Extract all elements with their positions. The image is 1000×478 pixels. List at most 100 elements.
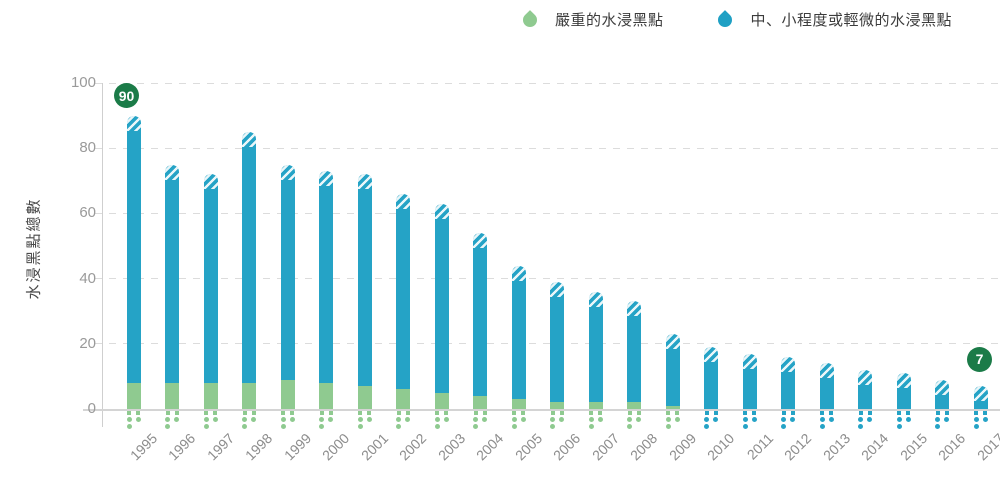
drip-dot-1998 [251,410,256,415]
drip-dot-1996 [165,410,170,415]
drip-dot-1999 [290,410,294,415]
bar-2006-severe [550,402,564,409]
drip-dot-1999 [289,416,295,422]
bar-2001-minor [357,174,372,387]
gridline-100 [95,82,1000,84]
drip-dot-2008 [636,416,641,422]
bar-2008-minor [627,301,641,403]
bar-1997-severe [203,382,218,409]
drip-dot-1996 [165,424,170,429]
bar-1997-minor [203,174,218,383]
drip-dot-2001 [357,424,363,429]
bar-2012-minor [781,356,795,409]
drip-dot-2009 [665,424,671,429]
drip-dot-2004 [482,410,487,415]
bar-2005-severe [511,399,526,409]
drip-dot-1995 [127,410,131,415]
drip-dot-2002 [405,410,410,415]
minor-droplet-icon [715,8,736,30]
drip-dot-2014 [858,424,863,429]
drip-dot-2009 [666,410,670,415]
drip-dot-2014 [858,416,863,422]
drip-dot-2005 [511,416,517,422]
drip-dot-2009 [665,416,671,422]
y-axis-title: 水浸黑點總數 [25,197,43,300]
y-tick-label-0: 0 [87,400,96,417]
drip-dot-1999 [280,424,286,429]
legend-label-severe: 嚴重的水浸黑點 [554,11,664,29]
y-tick-label-40: 40 [79,269,96,287]
drip-dot-2016 [935,424,940,429]
drip-dot-2002 [405,416,410,422]
drip-dot-2007 [589,410,593,415]
drip-dot-1996 [174,410,179,415]
drip-dot-2011 [752,410,756,415]
bar-1998-minor [242,131,256,383]
annotation-2017-value: 7 [967,346,992,372]
gridline-80 [95,147,1000,149]
drip-dot-2011 [751,416,757,422]
drip-dot-2008 [636,410,641,415]
drip-dot-2017 [982,416,988,422]
legend-label-minor: 中、小程度或輕微的水浸黑點 [750,11,952,29]
drip-dot-2005 [521,410,525,415]
drip-dot-2004 [482,416,487,422]
annotation-1995-value: 90 [114,83,139,109]
drip-dot-1996 [165,416,170,422]
drip-dot-2014 [867,416,872,422]
drip-dot-1997 [204,410,208,415]
bar-2014-minor [858,369,872,409]
drip-dot-2016 [944,416,949,422]
drip-dot-2013 [820,410,824,415]
drip-dot-2011 [742,424,748,429]
drip-dot-1997 [203,416,209,422]
drip-dot-1996 [174,416,179,422]
drip-dot-2015 [905,416,911,422]
drip-dot-2008 [627,410,632,415]
drip-dot-2002 [396,424,401,429]
x-axis-baseline [83,409,1000,411]
drip-dot-2003 [434,424,440,429]
drip-dot-2012 [790,416,795,422]
drip-dot-2017 [973,416,979,422]
bar-2008-severe [627,402,641,409]
drip-dot-2003 [444,410,448,415]
bar-2011-minor [742,353,757,409]
drip-dot-1997 [203,424,209,429]
drip-dot-2009 [674,416,680,422]
drip-dot-1998 [251,416,256,422]
y-axis-line [102,83,103,427]
drip-dot-2002 [396,410,401,415]
y-tick-label-60: 60 [79,204,96,222]
drip-dot-2012 [781,424,786,429]
drip-dot-2010 [713,410,718,415]
drip-dot-2016 [944,410,949,415]
drip-dot-1999 [281,410,285,415]
drip-dot-2007 [598,410,602,415]
drip-dot-2010 [713,416,718,422]
bar-2017-minor [973,386,988,409]
legend-item-minor: 中、小程度或輕微的水浸黑點 [715,8,952,30]
drip-dot-2006 [550,410,555,415]
drip-dot-2013 [819,416,825,422]
drip-dot-1999 [280,416,286,422]
bar-2004-minor [473,232,487,396]
drip-dot-1995 [126,424,132,429]
drip-dot-2017 [973,424,979,429]
drip-dot-2006 [559,410,564,415]
drip-dot-2004 [473,416,478,422]
gridline-40 [95,278,1000,280]
gridline-20 [95,343,1000,345]
drip-dot-1998 [242,410,247,415]
bar-2004-severe [473,395,487,409]
drip-dot-2008 [627,416,632,422]
drip-dot-2004 [473,424,478,429]
drip-dot-2000 [319,410,324,415]
drip-dot-2005 [512,410,516,415]
bar-1996-minor [165,164,179,383]
bar-2006-minor [550,281,564,403]
bar-2010-minor [704,347,718,409]
chart-legend: 嚴重的水浸黑點 中、小程度或輕微的水浸黑點 [0,8,952,30]
drip-dot-2015 [896,424,902,429]
drip-dot-1995 [126,416,132,422]
